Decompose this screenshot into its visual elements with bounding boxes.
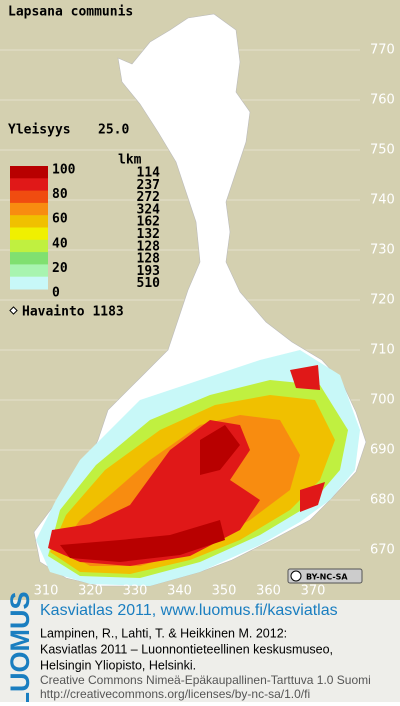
license-line: Creative Commons Nimeä-Epäkaupallinen-Ta… <box>40 673 371 687</box>
x-grid-label: 340 <box>167 584 192 599</box>
x-grid-label: 350 <box>212 584 237 599</box>
legend-count: 510 <box>137 276 161 291</box>
y-grid-label: 730 <box>370 243 395 258</box>
y-grid-label: 690 <box>370 443 395 458</box>
x-grid-label: 310 <box>34 584 59 599</box>
y-grid-label: 760 <box>370 93 395 108</box>
x-grid-label: 360 <box>256 584 281 599</box>
legend-count: 128 <box>137 252 161 267</box>
legend-scale-label: 40 <box>52 236 68 251</box>
x-grid-label: 330 <box>123 584 148 599</box>
y-grid-label: 670 <box>370 543 395 558</box>
legend-count: 128 <box>137 239 161 254</box>
legend-scale-label: 0 <box>52 286 60 301</box>
legend-swatch <box>10 166 48 179</box>
legend-count: 272 <box>137 190 160 205</box>
observation-symbol <box>9 306 18 315</box>
citation-line: Helsingin Yliopisto, Helsinki. <box>40 658 196 672</box>
x-grid-label: 370 <box>301 584 326 599</box>
x-grid-label: 320 <box>78 584 103 599</box>
legend: 1142372723241621321281281935101008060402… <box>10 163 160 301</box>
license-line: http://creativecommons.org/licenses/by-n… <box>40 687 310 701</box>
legend-swatch <box>10 264 48 278</box>
legend-scale-label: 20 <box>52 261 68 276</box>
legend-count: 193 <box>137 264 160 279</box>
frequency-value: 25.0 <box>98 123 129 138</box>
grid-labels: 770 760 750 740 730 720 710 700 690 680 670 310 320 3… <box>34 43 395 599</box>
legend-swatch <box>10 252 48 265</box>
legend-scale-label: 100 <box>52 163 76 178</box>
y-grid-label: 680 <box>370 493 395 508</box>
abundance-areas <box>36 350 360 586</box>
footer-link: Kasviatlas 2011, www.luomus.fi/kasviatla… <box>40 602 338 619</box>
legend-count: 162 <box>137 215 160 230</box>
legend-scale-label: 60 <box>52 212 68 227</box>
legend-scale-label: 80 <box>52 187 68 202</box>
legend-swatch <box>10 190 48 204</box>
y-grid-label: 710 <box>370 343 395 358</box>
legend-count: 324 <box>137 202 161 217</box>
license-badge <box>287 568 363 584</box>
luomus-logo: LUOMUS <box>5 592 35 703</box>
y-grid-label: 770 <box>370 43 395 58</box>
legend-swatch <box>10 276 48 290</box>
y-grid-label: 750 <box>370 143 395 158</box>
y-grid-label: 700 <box>370 393 395 408</box>
license-badge-text: BY-NC-SA <box>306 573 348 582</box>
footer-background <box>0 600 400 702</box>
citation-line: Kasviatlas 2011 – Luonnontieteellinen ke… <box>40 642 333 656</box>
y-grid-label: 720 <box>370 293 395 308</box>
legend-swatch <box>10 239 48 253</box>
frequency-label: Yleisyys <box>8 123 71 138</box>
legend-swatch <box>10 202 48 216</box>
y-grid-label: 740 <box>370 193 395 208</box>
count-header: lkm <box>118 153 142 168</box>
observation-label: Havainto 1183 <box>22 305 124 320</box>
legend-swatch <box>10 227 48 241</box>
legend-count: 114 <box>137 166 161 181</box>
legend-swatch <box>10 215 48 228</box>
legend-count: 237 <box>137 178 160 193</box>
species-title: Lapsana communis <box>8 5 133 20</box>
legend-swatch <box>10 178 48 192</box>
citation-line: Lampinen, R., Lahti, T. & Heikkinen M. 2… <box>40 626 287 640</box>
legend-count: 132 <box>137 227 160 242</box>
cc-icon <box>290 570 302 582</box>
